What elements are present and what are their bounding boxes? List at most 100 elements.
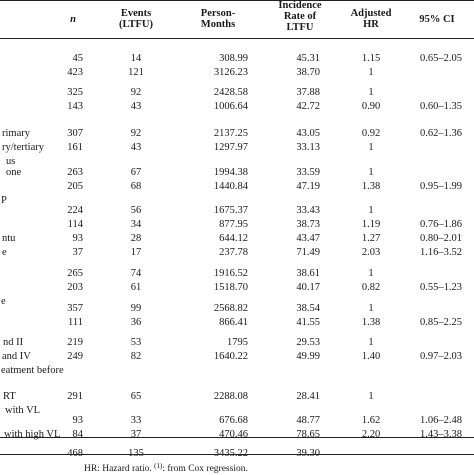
cell-n: 291 [67,391,83,402]
cell-ci: 0.60–1.35 [420,101,462,112]
cell-adjusted-hr: 0.90 [361,101,381,112]
footnote-sup: (1) [154,462,163,470]
header-hr-line2: HR [363,19,379,30]
cell-n: 265 [67,268,83,279]
cell-incidence-rate: 71.49 [296,247,320,258]
cell-incidence-rate: 39.30 [275,448,320,460]
cell-adjusted-hr: 0.82 [361,282,381,293]
cell-adjusted-hr: 1 [368,167,374,178]
header-ir-line1: Incidence [278,0,322,11]
cell-ci: 0.80–2.01 [420,233,462,244]
cell-incidence-rate: 43.05 [296,128,320,139]
cell-events: 61 [130,282,142,293]
cell-n: 307 [67,128,83,139]
cell-n: 37 [72,247,84,258]
cell-n: 249 [67,351,83,362]
cell-person-months: 2568.82 [213,303,248,314]
cell-adjusted-hr: 1.40 [361,351,381,362]
cell-incidence-rate: 38.70 [296,67,320,78]
cell-events: 37 [130,429,142,440]
footnote-text-a: HR: Hazard ratio. [84,464,155,474]
cell-person-months: 676.68 [219,415,248,426]
cell-ci: 1.43–3.38 [420,429,462,440]
row-label: rimary [2,128,30,139]
cell-incidence-rate: 78.65 [296,429,320,440]
cell-events: 14 [130,53,142,64]
row-label: and IV [2,351,31,362]
cell-incidence-rate: 42.72 [296,101,320,112]
row-label: P [1,195,7,206]
cell-person-months: 470.46 [219,429,248,440]
header-adjusted-hr: Adjusted HR [341,8,401,30]
row-label: ntu [2,233,16,244]
cell-adjusted-hr: 1 [368,337,374,348]
cell-events: 99 [130,303,142,314]
cell-adjusted-hr: 1.38 [361,317,381,328]
header-events-line1: Events [120,8,152,19]
cell-incidence-rate: 43.47 [296,233,320,244]
cell-person-months: 2428.58 [213,87,248,98]
cell-incidence-rate: 38.61 [296,268,320,279]
cell-n: 84 [72,429,84,440]
top-rule [0,0,474,1]
cell-n: 45 [72,53,84,64]
header-incidence: Incidence Rate of LTFU [265,0,335,33]
cell-n: 224 [67,205,83,216]
cell-events: 121 [128,67,144,78]
cell-person-months: 1297.97 [213,142,248,153]
cell-ci: 1.16–3.52 [420,247,462,258]
row-label: one [6,167,22,178]
cell-incidence-rate: 47.19 [296,181,320,192]
cell-adjusted-hr: 1.38 [361,181,381,192]
cell-events: 92 [130,128,142,139]
cell-incidence-rate: 37.88 [296,87,320,98]
header-pm-line2: Months [200,19,236,30]
cell-adjusted-hr: 1.27 [361,233,381,244]
bottom-rule [0,454,474,455]
cell-ci: 0.97–2.03 [420,351,462,362]
cell-person-months: 237.78 [219,247,248,258]
cell-adjusted-hr: 1.19 [361,219,381,230]
cell-person-months: 1795 [227,337,248,348]
cell-events: 17 [130,247,142,258]
footnote-text-b: : from Cox regression. [162,464,248,474]
cell-ci: 0.62–1.36 [420,128,462,139]
header-person-months: Person- Months [183,8,253,30]
cell-incidence-rate: 41.55 [296,317,320,328]
cell-events: 56 [130,205,142,216]
cell-events: 92 [130,87,142,98]
cell-ci: 0.65–2.05 [420,53,462,64]
cell-adjusted-hr: 2.20 [361,429,381,440]
cell-n: 111 [68,317,83,328]
cell-events: 36 [130,317,142,328]
cell-n: 325 [67,87,83,98]
cell-n: 205 [67,181,83,192]
header-n-text: n [70,14,76,25]
cell-incidence-rate: 48.77 [296,415,320,426]
cell-ci: 0.76–1.86 [420,219,462,230]
cell-n: 93 [72,233,84,244]
row-label: with VL [5,405,41,416]
cell-person-months: 1006.64 [213,101,248,112]
cell-incidence-rate: 33.43 [296,205,320,216]
cell-events: 34 [130,219,142,230]
row-label: eatment before [1,365,64,376]
cell-n: 93 [72,415,84,426]
row-label: nd II [3,337,24,348]
cell-events: 82 [130,351,142,362]
cell-n: 357 [67,303,83,314]
cell-person-months: 1675.37 [213,205,248,216]
cell-events: 53 [130,337,142,348]
cell-adjusted-hr: 1 [368,303,374,314]
header-hr-line1: Adjusted [350,8,392,19]
cell-adjusted-hr: 1 [368,67,374,78]
row-label: e [2,247,7,258]
cell-events: 28 [130,233,142,244]
cell-person-months: 1440.84 [213,181,248,192]
cell-adjusted-hr: 1 [368,391,374,402]
cell-events: 68 [130,181,142,192]
cell-n: 219 [67,337,83,348]
cell-n: 423 [67,67,83,78]
cell-person-months: 2137.25 [213,128,248,139]
